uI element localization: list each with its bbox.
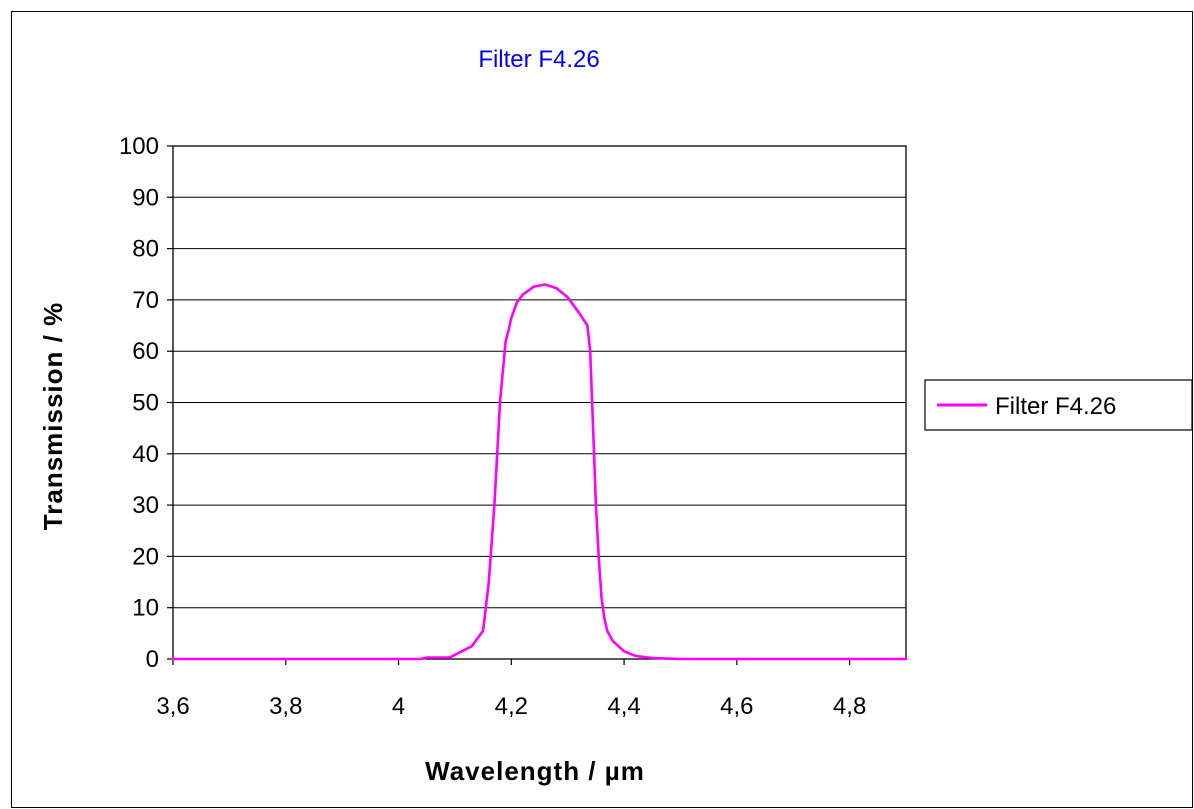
legend-label: Filter F4.26 [995, 393, 1116, 420]
y-tick-label: 20 [132, 543, 159, 570]
x-tick-label: 3,6 [156, 693, 189, 720]
x-tick-label: 4,8 [833, 693, 866, 720]
x-tick-label: 4 [392, 693, 405, 720]
x-tick-label: 4,6 [720, 693, 753, 720]
grid-lines [173, 145, 906, 660]
x-tick-label: 4,2 [495, 693, 528, 720]
x-axis-label: Wavelength / µm [425, 756, 645, 786]
y-tick-label: 30 [132, 492, 159, 519]
series-line [171, 283, 908, 661]
y-tick-label: 90 [132, 184, 159, 211]
x-axis: 3,6 3,8 4 4,2 4,4 4,6 4,8 [156, 659, 866, 720]
y-tick-label: 0 [146, 646, 159, 673]
series-layer [171, 283, 908, 661]
y-tick-label: 100 [119, 133, 159, 160]
chart-title: Filter F4.26 [478, 46, 599, 73]
x-tick-label: 3,8 [269, 693, 302, 720]
y-axis-label: Transmission / % [38, 302, 68, 530]
y-tick-label: 70 [132, 287, 159, 314]
y-tick-label: 50 [132, 390, 159, 417]
y-tick-label: 80 [132, 236, 159, 263]
y-tick-label: 40 [132, 441, 159, 468]
y-tick-label: 10 [132, 595, 159, 622]
chart-area: Filter F4.26 0 10 20 30 40 50 60 70 80 90 100 3,6 3… [11, 11, 1193, 808]
y-axis: 0 10 20 30 40 50 60 70 80 90 100 [119, 133, 173, 673]
y-tick-label: 60 [132, 338, 159, 365]
x-tick-label: 4,4 [607, 693, 640, 720]
legend: Filter F4.26 [924, 379, 1192, 431]
